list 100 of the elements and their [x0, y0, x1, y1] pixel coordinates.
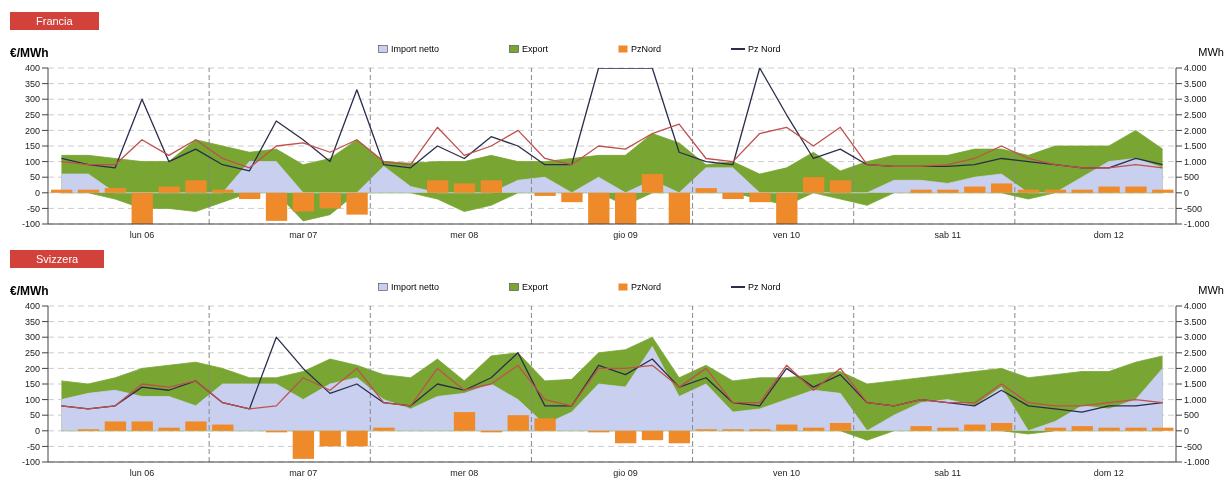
bar [1152, 189, 1174, 193]
y-tick-label: -100 [21, 457, 40, 468]
x-tick-label: lun 06 [129, 230, 155, 241]
x-tick-label: mer 08 [450, 230, 479, 241]
x-tick-label: gio 09 [613, 468, 638, 479]
bar [641, 430, 664, 441]
y2-tick-label: 3.000 [1184, 332, 1207, 343]
bar [453, 412, 476, 431]
y-tick-label: 250 [24, 109, 40, 120]
y2-tick-label: 3.500 [1184, 78, 1207, 89]
bar [641, 174, 664, 193]
bar [292, 430, 315, 459]
x-tick-label: mar 07 [289, 468, 318, 479]
y2-tick-label: 4.000 [1184, 63, 1207, 74]
y-tick-label: -50 [26, 441, 40, 452]
bar [346, 430, 368, 447]
y-tick-label: 0 [34, 425, 40, 436]
bar [239, 192, 261, 200]
bar [937, 189, 959, 193]
bar [1071, 426, 1093, 431]
y2-tick-label: 3.000 [1184, 94, 1207, 105]
bar [104, 188, 127, 193]
y-tick-label: 50 [29, 410, 40, 421]
y-tick-label: -100 [21, 219, 40, 230]
bar [695, 188, 717, 193]
y-tick-label: 350 [24, 316, 40, 327]
bar [1125, 186, 1147, 193]
bar [212, 189, 234, 193]
line-series [60, 68, 1164, 172]
y-axis-title: €/MWh [10, 46, 49, 60]
bar [534, 192, 556, 196]
bar [668, 430, 691, 444]
y-tick-label: -50 [26, 203, 40, 214]
bar [373, 427, 395, 431]
y2-tick-label: 1.500 [1184, 141, 1207, 152]
x-tick-label: dom 12 [1093, 230, 1124, 241]
x-tick-label: dom 12 [1093, 468, 1124, 479]
legend-label: Pz Nord [748, 44, 781, 54]
bar [829, 180, 852, 193]
bar [185, 180, 207, 193]
bar [803, 427, 825, 431]
y-tick-label: 350 [24, 78, 40, 89]
legend-label: Export [522, 282, 549, 292]
y2-tick-label: 2.500 [1184, 109, 1207, 120]
y2-tick-label: 1.000 [1184, 156, 1207, 167]
bar [507, 415, 529, 431]
legend-label: Import netto [391, 44, 440, 54]
bar [1098, 427, 1120, 431]
bar [51, 189, 73, 193]
y2-tick-label: 0 [1184, 425, 1190, 436]
y2-tick-label: 500 [1184, 172, 1200, 183]
bar [480, 180, 503, 193]
bar [1071, 189, 1093, 193]
legend-label: Pz Nord [748, 282, 781, 292]
y2-tick-label: 1.000 [1184, 394, 1207, 405]
y2-tick-label: 4.000 [1184, 301, 1207, 312]
bar [615, 192, 637, 224]
y2-axis-title: MWh [1198, 46, 1224, 58]
x-tick-label: sab 11 [934, 468, 961, 479]
bar [964, 424, 986, 431]
bar [749, 192, 771, 203]
bar [185, 421, 207, 431]
y-tick-label: 0 [34, 188, 40, 198]
y2-tick-label: -1.000 [1184, 219, 1210, 230]
line-series [60, 123, 1164, 169]
y2-tick-label: 0 [1184, 188, 1190, 198]
x-tick-label: gio 09 [613, 230, 638, 241]
bar [1152, 427, 1174, 431]
y-tick-label: 200 [24, 363, 40, 374]
bar [910, 426, 932, 431]
bar [292, 192, 315, 212]
bar [964, 186, 986, 193]
y2-tick-label: 1.500 [1184, 379, 1207, 390]
bar [534, 418, 556, 431]
bar [265, 192, 288, 221]
x-tick-label: sab 11 [934, 230, 961, 241]
y-tick-label: 400 [24, 63, 40, 74]
chart-title: Svizzera [10, 250, 105, 268]
x-tick-label: lun 06 [129, 468, 155, 479]
chart-title: Francia [10, 12, 99, 30]
y2-tick-label: -500 [1184, 203, 1203, 214]
bar [937, 427, 959, 431]
bar [319, 430, 341, 447]
bar [991, 183, 1013, 193]
y-tick-label: 200 [24, 125, 40, 136]
x-tick-label: ven 10 [773, 468, 801, 479]
y2-tick-label: 2.000 [1184, 125, 1207, 136]
y2-tick-label: 500 [1184, 410, 1200, 421]
bar [561, 192, 583, 203]
bar [1125, 427, 1147, 431]
line-series [60, 364, 1164, 410]
y-tick-label: 250 [24, 347, 40, 358]
bar [991, 423, 1013, 431]
bar [803, 177, 825, 193]
legend-label: Import netto [391, 282, 440, 292]
y-tick-label: 300 [24, 94, 40, 105]
legend-label: PzNord [631, 44, 662, 54]
bar [668, 192, 691, 224]
bar [427, 180, 449, 193]
bar [1017, 189, 1040, 193]
